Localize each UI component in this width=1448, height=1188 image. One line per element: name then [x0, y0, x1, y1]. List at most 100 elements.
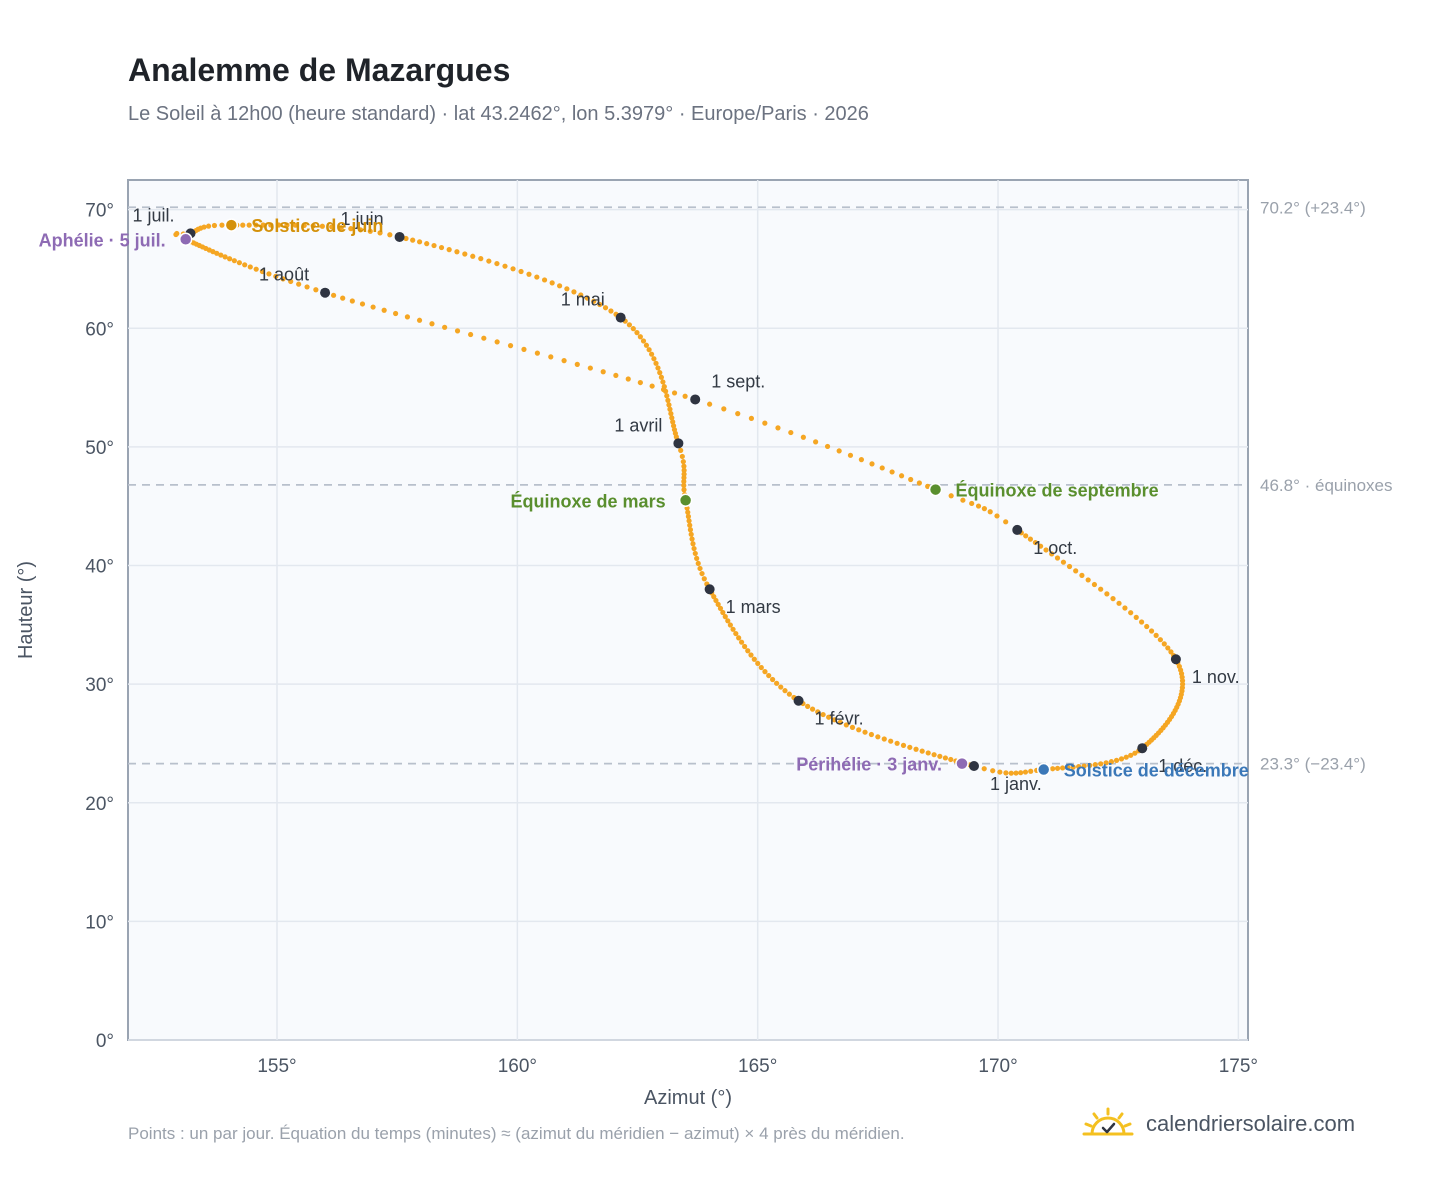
daily-point: [403, 235, 409, 242]
daily-point: [211, 222, 218, 229]
daily-point: [681, 478, 687, 485]
x-tick-label: 170°: [978, 1056, 1017, 1077]
daily-point: [574, 361, 580, 367]
daily-point: [331, 292, 337, 298]
daily-point: [292, 222, 299, 228]
daily-point: [981, 506, 987, 512]
daily-point: [1098, 761, 1104, 767]
month-label: 1 août: [259, 265, 309, 285]
daily-point: [1148, 628, 1155, 634]
daily-point: [875, 734, 881, 740]
daily-point: [762, 669, 768, 675]
daily-point: [319, 223, 325, 229]
daily-point: [849, 724, 856, 730]
daily-point: [805, 703, 811, 709]
daily-point: [660, 379, 666, 385]
daily-point: [218, 252, 224, 258]
daily-point: [1049, 551, 1055, 557]
daily-point: [687, 527, 694, 533]
daily-point: [766, 672, 772, 679]
daily-point: [561, 358, 567, 364]
daily-point: [856, 727, 862, 733]
daily-point: [646, 347, 652, 353]
daily-point: [688, 531, 694, 537]
daily-point: [481, 335, 487, 341]
daily-point: [1165, 645, 1171, 651]
daily-point: [1092, 762, 1098, 768]
daily-point: [367, 228, 373, 234]
daily-point: [454, 249, 460, 255]
daily-point: [1050, 766, 1056, 772]
daily-point: [969, 500, 975, 507]
reference-line-label: 46.8° · équinoxes: [1260, 476, 1393, 495]
daily-point: [670, 423, 677, 429]
daily-point: [548, 354, 554, 360]
daily-point: [649, 351, 655, 357]
daily-point: [981, 766, 987, 772]
event-marker: [1036, 762, 1051, 777]
daily-point: [431, 242, 437, 249]
daily-point: [541, 277, 548, 283]
daily-point: [454, 328, 461, 334]
month-marker: [673, 438, 684, 449]
month-label: 1 oct.: [1033, 538, 1077, 558]
daily-point: [1043, 547, 1049, 553]
event-label: Aphélie · 5 juil.: [39, 230, 166, 250]
daily-point: [240, 222, 246, 228]
daily-point: [931, 752, 937, 758]
daily-point: [534, 350, 540, 356]
daily-point: [260, 222, 266, 228]
daily-point: [715, 601, 721, 607]
month-markers: 1 janv. 1 févr. 1 mars 1 avril 1 mai 1 juin 1 …: [132, 205, 1239, 794]
daily-point: [1144, 623, 1150, 630]
daily-point: [665, 397, 671, 403]
daily-point: [205, 223, 212, 229]
daily-point: [571, 289, 577, 295]
daily-point: [907, 744, 913, 750]
month-label: 1 mai: [561, 290, 605, 310]
daily-point: [725, 618, 731, 624]
month-marker: [1012, 524, 1023, 535]
daily-point: [831, 717, 838, 723]
daily-point: [357, 227, 364, 233]
daily-point: [681, 487, 687, 493]
daily-point: [1123, 754, 1129, 760]
daily-point: [651, 356, 657, 362]
daily-point: [681, 471, 687, 477]
daily-point: [653, 360, 659, 366]
daily-point: [697, 565, 703, 572]
daily-point: [557, 283, 563, 289]
daily-point: [429, 321, 435, 327]
daily-point: [680, 459, 686, 465]
daily-point: [370, 304, 376, 310]
daily-point: [658, 374, 665, 380]
daily-point: [687, 522, 693, 528]
daily-point: [288, 278, 294, 285]
daily-point: [446, 247, 452, 253]
daily-point: [692, 550, 698, 557]
daily-point: [717, 605, 724, 612]
daily-point: [898, 473, 905, 479]
daily-point: [809, 706, 816, 712]
y-tick-label: 50°: [85, 438, 114, 459]
daily-point: [1013, 770, 1019, 776]
daily-point: [268, 222, 274, 228]
y-tick-label: 10°: [85, 912, 114, 933]
daily-point: [534, 274, 540, 280]
daily-point: [975, 503, 982, 509]
daily-point: [987, 509, 993, 515]
daily-point: [925, 750, 931, 756]
daily-point: [304, 284, 310, 290]
daily-point: [869, 461, 875, 467]
daily-point: [1073, 568, 1079, 574]
brand[interactable]: calendriersolaire.com: [1082, 1100, 1355, 1148]
daily-point: [387, 232, 393, 238]
daily-point: [338, 225, 344, 231]
daily-point: [1027, 536, 1033, 542]
plot-area: [127, 179, 1249, 1041]
x-tick-label: 160°: [498, 1056, 537, 1077]
daily-point: [597, 301, 603, 308]
daily-point: [494, 260, 500, 267]
daily-point: [1108, 759, 1115, 765]
